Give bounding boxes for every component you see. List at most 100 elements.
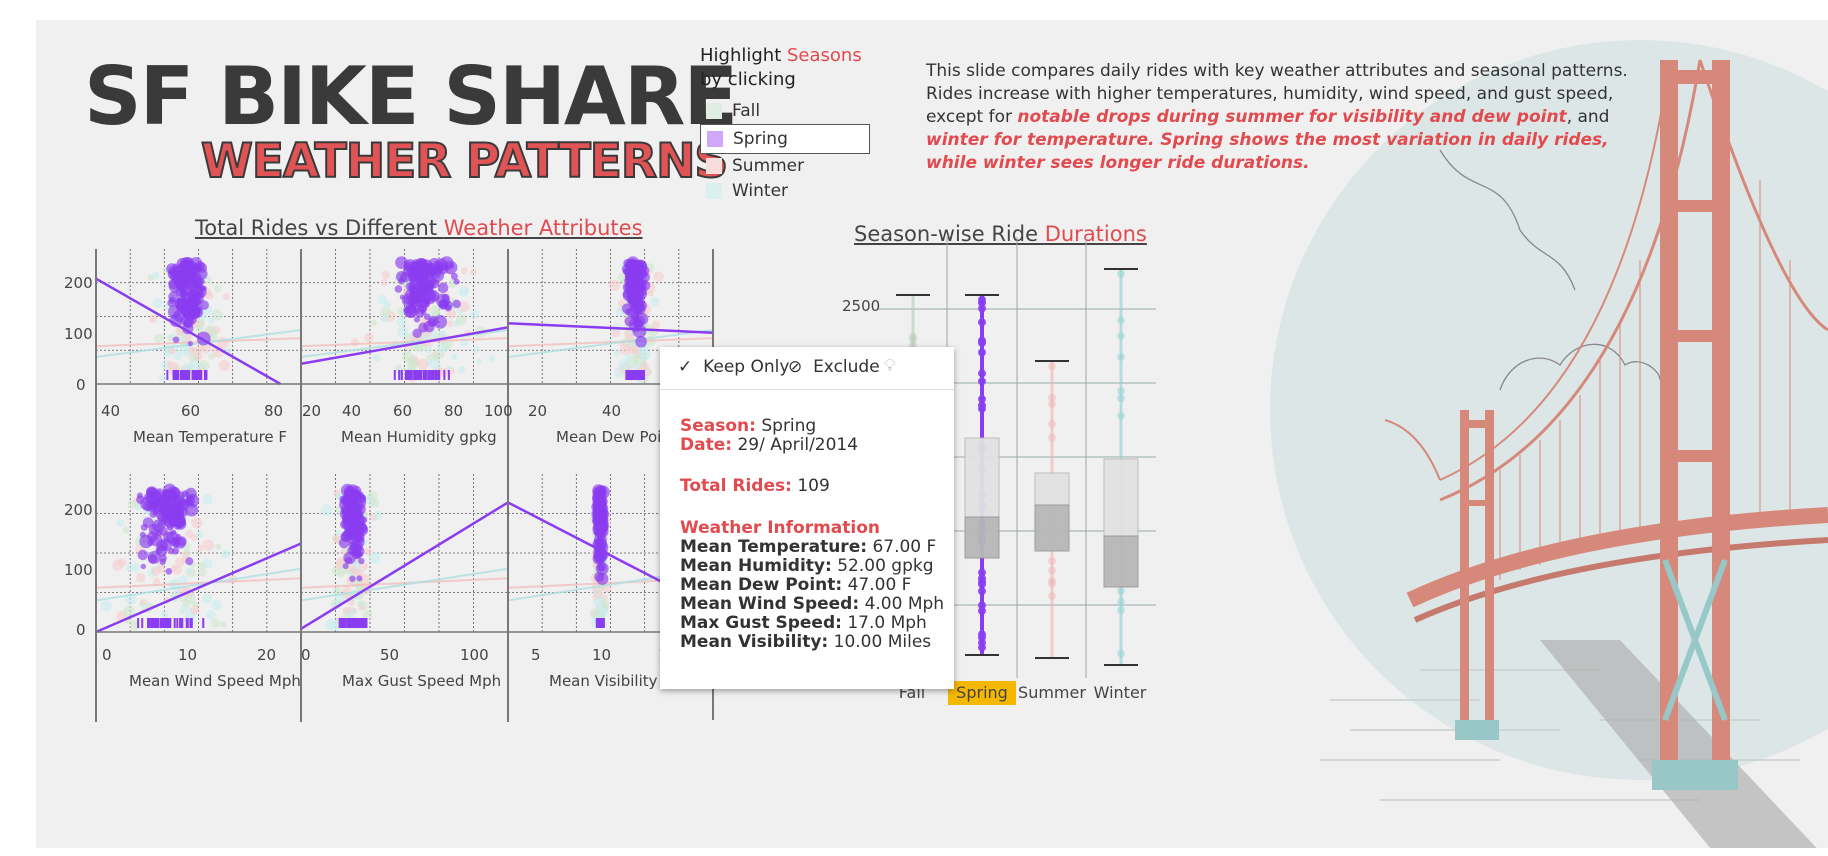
- tooltip-weather-value: 4.00 Mph: [864, 594, 945, 614]
- summer-point: [1048, 393, 1056, 402]
- humidity-xtick-80: 80: [444, 402, 464, 420]
- summer-point: [1048, 420, 1056, 429]
- description-emphasis2: winter for temperature. Spring shows the…: [926, 130, 1609, 173]
- wind-other-season-point: [123, 605, 136, 618]
- wind-spring-point: [159, 558, 166, 566]
- humidity-xlabel: Mean Humidity gpkg: [341, 428, 497, 446]
- temp-spring-trend: [95, 277, 282, 386]
- humidity-other-season-point: [431, 353, 439, 361]
- humidity-spring-point: [433, 314, 448, 329]
- humidity-other-season-point: [379, 306, 392, 318]
- wind-spring-point: [185, 495, 196, 505]
- tooltip-weather-label: Mean Wind Speed:: [680, 594, 860, 614]
- dewpoint-spring-point: [639, 265, 650, 276]
- gust-spring-point: [351, 485, 362, 496]
- winter-box-lower: [1103, 535, 1139, 588]
- spring-box-upper: [964, 437, 1000, 518]
- scatter-ytick-200-top: 200: [64, 274, 93, 292]
- tooltip-weather-row: Max Gust Speed: 17.0 Mph: [680, 613, 927, 634]
- wind-other-season-point: [197, 544, 205, 552]
- legend-item-fall[interactable]: Fall: [700, 97, 868, 125]
- wind-other-season-point: [151, 566, 161, 576]
- temp-other-season-point: [188, 347, 196, 354]
- wind-other-season-point: [182, 599, 191, 608]
- temp-spring-point: [183, 292, 196, 305]
- wind-other-season-point: [131, 562, 141, 572]
- exclude-button[interactable]: ⊘ Exclude: [788, 357, 880, 377]
- humidity-other-season-point: [458, 300, 470, 313]
- dewpoint-xtick-20: 20: [528, 402, 548, 420]
- gust-xtick-100: 100: [460, 646, 489, 664]
- box-category-winter[interactable]: Winter: [1093, 683, 1147, 702]
- wind-spring-point: [177, 507, 188, 518]
- summer-box-lower: [1034, 504, 1070, 552]
- gust-spring-point: [347, 532, 361, 546]
- humidity-spring-point: [412, 328, 422, 339]
- visibility-other-season-point: [593, 598, 603, 609]
- legend-item-winter[interactable]: Winter: [700, 177, 868, 205]
- wind-spring-point: [170, 537, 181, 547]
- humidity-spring-point: [452, 299, 461, 309]
- tooltip-weather-header: Weather Information: [680, 518, 881, 538]
- legend-swatch-winter: [706, 183, 722, 199]
- box-category-summer[interactable]: Summer: [1018, 683, 1086, 702]
- humidity-other-season-point: [364, 333, 374, 343]
- dewpoint-xtick-40: 40: [602, 402, 622, 420]
- scatter-title-prefix: Total Rides vs Different: [195, 216, 444, 240]
- humidity-spring-point: [422, 300, 430, 308]
- lightbulb-icon[interactable]: 💡︎: [884, 356, 896, 376]
- dewpoint-other-season-point: [650, 297, 661, 307]
- dewpoint-other-season-point: [618, 358, 630, 371]
- humidity-spring-point: [427, 290, 440, 303]
- legend-item-spring[interactable]: Spring: [700, 124, 870, 154]
- box-title-highlight: Durations: [1044, 222, 1147, 246]
- temp-spring-point: [199, 300, 209, 311]
- legend-item-summer[interactable]: Summer: [700, 152, 868, 180]
- tooltip-weather-row: Mean Temperature: 67.00 F: [680, 537, 936, 558]
- humidity-spring-point: [415, 273, 423, 281]
- gust-spring-point: [345, 526, 353, 534]
- gust-other-season-point: [368, 551, 381, 564]
- spring-point: [978, 606, 986, 615]
- temp-other-season-point: [183, 332, 193, 343]
- summer-point: [1048, 556, 1056, 565]
- wind-xtick-10: 10: [178, 646, 198, 664]
- humidity-other-season-point: [381, 270, 391, 280]
- dewpoint-spring-point: [636, 307, 642, 313]
- winter-point: [1117, 597, 1125, 606]
- keep-only-button[interactable]: ✓ Keep Only: [678, 357, 789, 377]
- humidity-spring-point: [444, 304, 452, 312]
- humidity-spring-point: [400, 271, 411, 283]
- humidity-other-season-point: [429, 357, 441, 370]
- spring-point: [978, 298, 986, 307]
- humidity-xtick-100: 100: [484, 402, 513, 420]
- scatter-plot-grid[interactable]: [36, 20, 1828, 848]
- wind-other-season-point: [221, 549, 231, 559]
- humidity-spring-point: [423, 313, 431, 320]
- tooltip-weather-row: Mean Humidity: 52.00 gpkg: [680, 556, 934, 577]
- humidity-spring-point: [453, 278, 460, 285]
- humidity-spring-point: [448, 263, 454, 269]
- spring-point: [978, 568, 986, 577]
- gust-spring-point: [359, 494, 367, 501]
- temp-spring-point: [182, 262, 197, 277]
- dashboard-panel: SF BIKE SHARE WEATHER PATTERNS Highlight…: [36, 20, 1828, 848]
- temp-other-season-point: [214, 284, 222, 293]
- gust-xlabel: Max Gust Speed Mph: [342, 672, 502, 690]
- tooltip-rides-value: 109: [797, 476, 830, 496]
- visibility-spring-point: [597, 562, 607, 572]
- dewpoint-other-season-point: [638, 348, 651, 361]
- gust-other-season-point: [332, 535, 341, 544]
- wind-spring-point: [162, 489, 176, 504]
- temp-spring-point: [176, 301, 188, 313]
- gust-other-season-point: [364, 547, 372, 556]
- box-category-spring[interactable]: Spring: [948, 681, 1016, 705]
- temp-winter-trend: [95, 329, 302, 358]
- temp-other-season-point: [158, 374, 167, 382]
- gust-spring-point: [356, 575, 363, 582]
- legend-label-summer: Summer: [732, 156, 805, 176]
- temp-spring-point: [183, 316, 195, 328]
- dewpoint-spring-point: [636, 268, 642, 274]
- gust-other-season-point: [357, 600, 365, 608]
- tooltip-weather-label: Max Gust Speed:: [680, 613, 842, 633]
